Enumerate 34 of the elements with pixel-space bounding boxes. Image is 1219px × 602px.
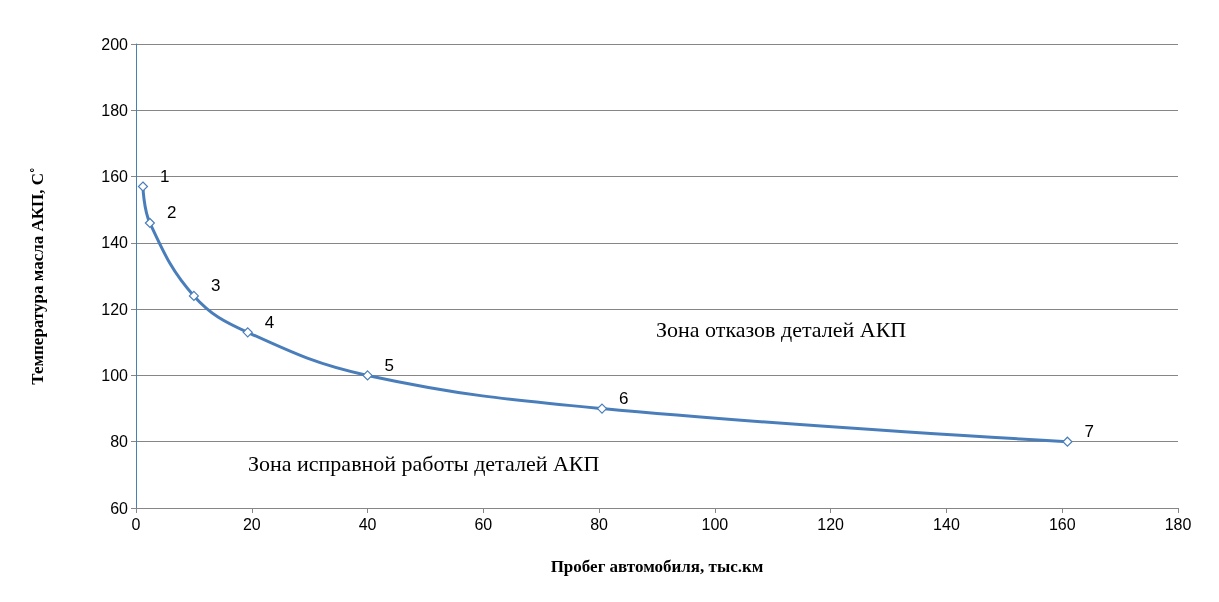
- point: [144, 217, 155, 229]
- y-tick-label: 160: [101, 168, 129, 186]
- y-tick-label: 180: [101, 101, 129, 119]
- x-tick-label: 120: [817, 515, 845, 533]
- x-tick-label: 0: [131, 515, 141, 533]
- annotation: 2: [166, 203, 177, 223]
- x-tick-label: 160: [1048, 515, 1076, 533]
- point: [1062, 436, 1073, 447]
- x-tick-label: 140: [933, 515, 960, 533]
- point: [242, 327, 253, 338]
- y-tick-label: 120: [101, 300, 129, 318]
- y-tick-label: 100: [101, 366, 129, 384]
- annotation: 7: [1084, 422, 1094, 442]
- annotation: 6: [619, 389, 629, 409]
- point: [362, 370, 373, 381]
- y-tick-label: 60: [110, 499, 129, 517]
- x-tick-label: 20: [242, 515, 261, 533]
- x-axis-title: Пробег автомобиля, тыс.км: [550, 557, 764, 576]
- annotation: Зона отказов деталей АКП: [656, 316, 907, 342]
- annotation: 3: [210, 276, 221, 296]
- annotation: 5: [384, 355, 395, 375]
- y-tick-label: 140: [101, 234, 129, 252]
- x-tick-label: 60: [474, 515, 493, 533]
- y-tick-label: 80: [110, 433, 129, 451]
- point: [188, 290, 199, 301]
- annotation: 4: [264, 312, 275, 332]
- annotation: 1: [159, 167, 170, 187]
- annotation: Зона исправной работы деталей АКП: [248, 451, 600, 477]
- x-tick-label: 80: [590, 515, 609, 533]
- y-tick-label: 200: [101, 35, 129, 53]
- x-tick-label: 180: [1164, 515, 1192, 533]
- y-axis-title: Температура масла АКП, С˚: [28, 167, 47, 385]
- x-tick-label: 40: [358, 515, 377, 533]
- x-tick-label: 100: [701, 515, 729, 533]
